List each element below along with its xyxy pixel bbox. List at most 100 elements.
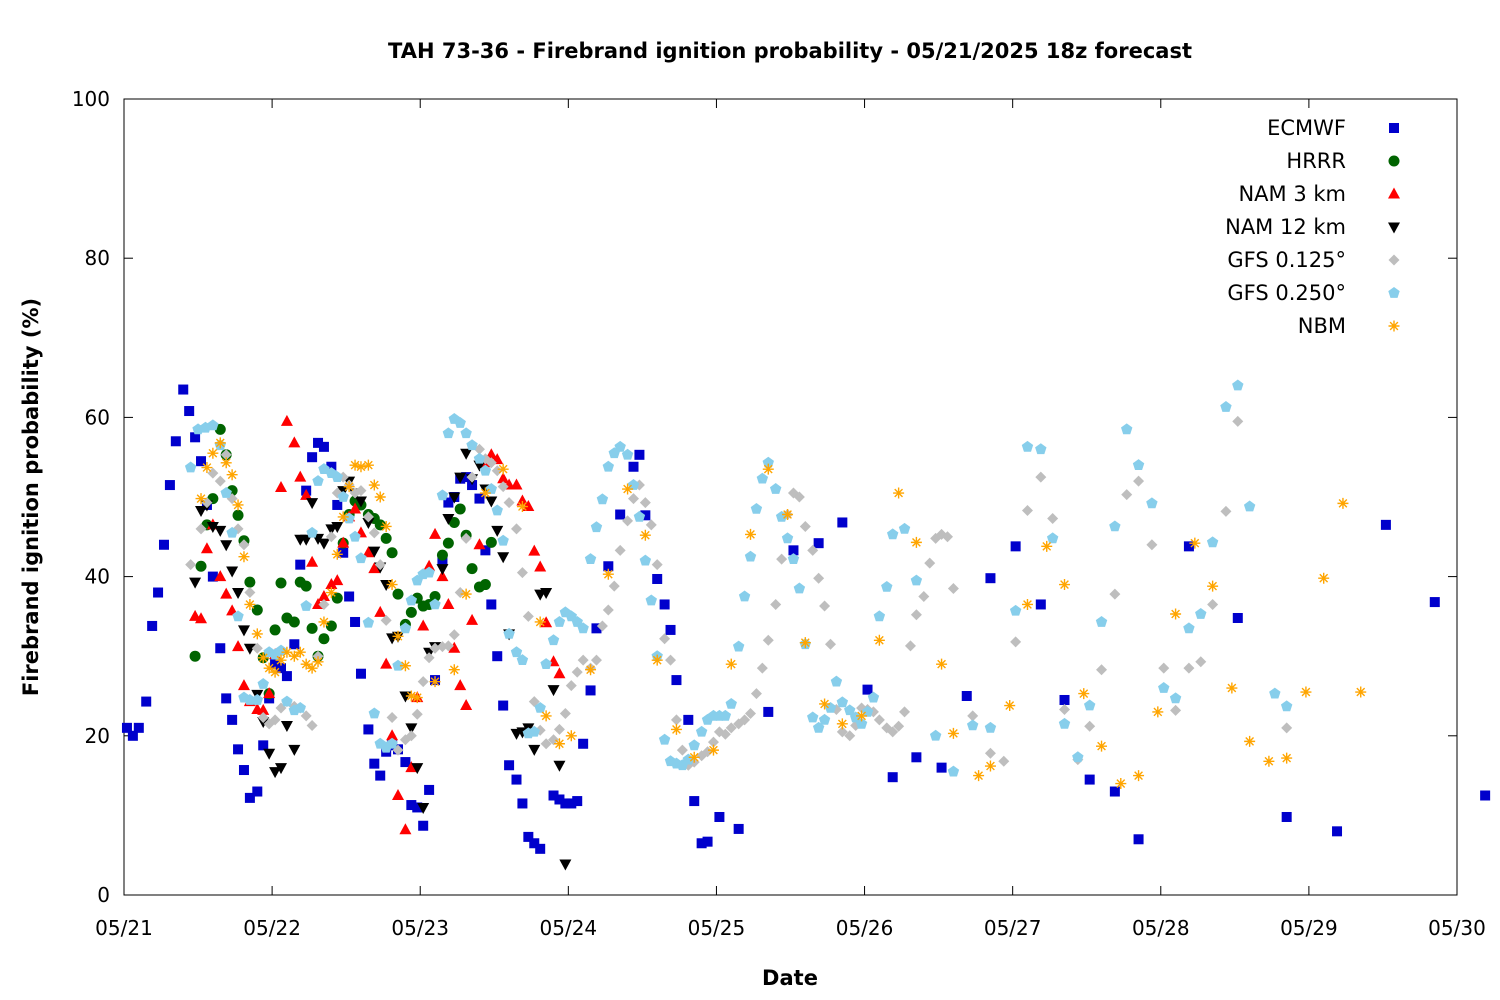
data-point <box>1146 497 1158 509</box>
data-point <box>1009 604 1022 616</box>
data-point <box>417 619 430 631</box>
data-point <box>1183 622 1195 634</box>
data-point <box>374 559 386 571</box>
data-point <box>984 760 996 772</box>
data-point <box>436 570 449 582</box>
data-point <box>386 547 398 559</box>
data-point <box>405 730 417 742</box>
data-point <box>185 559 197 571</box>
data-point <box>893 720 905 732</box>
y-tick-label: 0 <box>97 883 110 907</box>
data-point <box>215 643 226 654</box>
data-point <box>442 640 454 652</box>
data-point <box>844 730 856 742</box>
data-point <box>418 820 429 831</box>
data-point <box>244 587 256 599</box>
data-point <box>306 498 319 510</box>
data-point <box>423 559 436 571</box>
data-point <box>627 479 640 490</box>
data-point <box>237 679 250 691</box>
data-point <box>386 711 398 723</box>
data-point <box>164 480 175 491</box>
data-point <box>861 705 874 717</box>
data-point <box>374 605 387 617</box>
data-point <box>405 690 417 702</box>
data-point <box>1158 682 1170 693</box>
data-point <box>658 733 671 745</box>
data-point <box>781 532 794 544</box>
data-point <box>411 763 424 775</box>
data-point <box>201 462 213 474</box>
data-point <box>220 457 232 469</box>
data-point <box>436 564 449 576</box>
data-point <box>326 461 337 472</box>
data-point <box>776 553 788 565</box>
data-point <box>269 714 281 726</box>
data-point <box>602 604 614 616</box>
data-point <box>423 566 435 578</box>
data-point <box>855 717 868 729</box>
data-points <box>121 379 1491 871</box>
data-point <box>793 491 805 503</box>
data-point <box>725 722 737 734</box>
data-point <box>628 493 640 505</box>
x-tick-label: 05/28 <box>1132 916 1190 940</box>
data-point <box>1318 572 1330 584</box>
data-point <box>436 489 449 501</box>
data-point <box>671 675 682 686</box>
data-point <box>237 625 250 637</box>
data-point <box>392 588 404 600</box>
data-point <box>257 711 269 723</box>
data-point <box>596 620 608 632</box>
data-point <box>363 724 374 735</box>
data-point <box>1480 790 1491 801</box>
data-point <box>380 520 392 532</box>
data-point <box>280 720 293 732</box>
data-point <box>153 587 164 598</box>
data-point <box>856 710 868 722</box>
legend-marker <box>1388 155 1400 167</box>
data-point <box>615 509 626 520</box>
data-point <box>910 609 922 621</box>
data-point <box>695 725 708 737</box>
data-point <box>540 738 552 750</box>
data-point <box>1084 774 1095 785</box>
data-point <box>362 517 375 529</box>
data-point <box>201 497 213 509</box>
data-point <box>1072 751 1084 763</box>
data-point <box>313 437 324 448</box>
data-point <box>1152 706 1164 718</box>
data-point <box>380 614 392 626</box>
data-point <box>281 695 293 707</box>
data-point <box>1109 520 1121 532</box>
data-point <box>1058 717 1071 729</box>
data-point <box>1220 505 1232 517</box>
data-point <box>288 650 300 662</box>
data-point <box>941 531 953 543</box>
data-point <box>622 483 634 495</box>
data-point <box>337 491 349 502</box>
data-point <box>491 465 503 477</box>
data-point <box>497 463 509 475</box>
plot-frame <box>123 98 1458 896</box>
data-point <box>516 654 529 666</box>
data-point <box>207 571 218 582</box>
data-point <box>338 547 349 558</box>
data-point <box>898 522 911 534</box>
data-point <box>429 598 441 610</box>
data-point <box>331 574 344 586</box>
data-point <box>206 521 219 533</box>
x-tick-label: 05/26 <box>836 916 894 940</box>
data-point <box>454 472 467 484</box>
data-point <box>844 704 856 716</box>
data-point <box>121 722 132 733</box>
data-point <box>688 751 700 763</box>
data-point <box>1195 656 1207 668</box>
data-point <box>1337 497 1349 509</box>
data-point <box>984 747 996 759</box>
data-point <box>528 744 541 756</box>
data-point <box>429 591 441 602</box>
data-point <box>1207 598 1219 610</box>
data-point <box>516 567 528 579</box>
data-point <box>294 470 307 482</box>
